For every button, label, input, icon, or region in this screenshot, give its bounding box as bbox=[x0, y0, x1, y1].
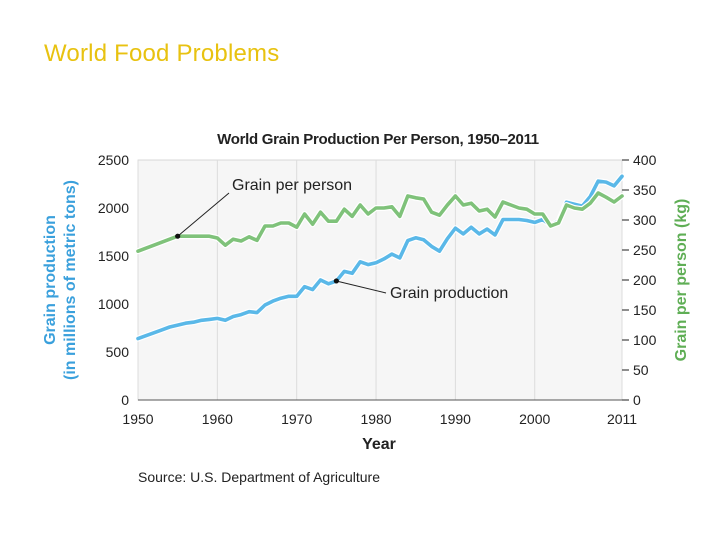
y-left-tick-label: 500 bbox=[106, 344, 130, 360]
annotation-marker bbox=[175, 233, 181, 239]
y-right-tick-label: 300 bbox=[633, 212, 657, 228]
y-axis-label-left: Grain production (in millions of metric t… bbox=[42, 180, 79, 380]
x-tick-label: 1960 bbox=[202, 411, 233, 427]
y-right-tick-label: 350 bbox=[633, 182, 657, 198]
y-right-tick-label: 250 bbox=[633, 242, 657, 258]
x-tick-label: 1950 bbox=[122, 411, 153, 427]
y-right-tick-label: 100 bbox=[633, 332, 657, 348]
x-tick-label: 1970 bbox=[281, 411, 312, 427]
x-tick-label: 1980 bbox=[360, 411, 391, 427]
axes: 1950 1960 1970 1980 1990 2000 2011050010001500… bbox=[98, 152, 657, 427]
series bbox=[135, 173, 625, 342]
y-axis-label-right: Grain per person (kg) bbox=[673, 199, 690, 362]
x-tick-label: 1990 bbox=[440, 411, 471, 427]
annotation-leader bbox=[336, 280, 387, 294]
x-tick-label: 2011 bbox=[607, 411, 637, 427]
series-grain-production bbox=[135, 173, 625, 342]
x-axis-label: Year bbox=[362, 436, 396, 453]
y-left-tick-label: 1500 bbox=[98, 248, 129, 264]
y-right-tick-label: 50 bbox=[633, 362, 649, 378]
y-right-tick-label: 400 bbox=[633, 152, 657, 168]
y-left-tick-label: 0 bbox=[121, 392, 129, 408]
y-right-tick-label: 200 bbox=[633, 272, 657, 288]
y-left-tick-label: 1000 bbox=[98, 296, 129, 312]
slide-title: World Food Problems bbox=[44, 40, 280, 67]
annotation-grain-production: Grain production bbox=[390, 285, 508, 302]
annotation-marker bbox=[333, 278, 339, 284]
y-left-tick-label: 2500 bbox=[98, 152, 129, 168]
chart-source: Source: U.S. Department of Agriculture bbox=[138, 469, 380, 485]
annotation-leader bbox=[177, 192, 230, 237]
y-left-tick-label: 2000 bbox=[98, 200, 129, 216]
annotation-grain-per-person: Grain per person bbox=[232, 177, 352, 194]
series-grain-per-person bbox=[135, 190, 625, 255]
plot-area bbox=[137, 159, 623, 401]
y-axis-label-left-line: (in millions of metric tons) bbox=[62, 180, 79, 380]
y-right-tick-label: 0 bbox=[633, 392, 641, 408]
y-right-tick-label: 150 bbox=[633, 302, 657, 318]
chart-title: World Grain Production Per Person, 1950–… bbox=[217, 131, 539, 148]
x-tick-label: 2000 bbox=[519, 411, 550, 427]
series-line bbox=[136, 174, 624, 341]
y-axis-label-left-line: Grain production bbox=[42, 215, 59, 345]
plot-background bbox=[137, 159, 623, 401]
series-line bbox=[136, 191, 624, 253]
annotations: Grain per person Grain production bbox=[175, 177, 508, 302]
